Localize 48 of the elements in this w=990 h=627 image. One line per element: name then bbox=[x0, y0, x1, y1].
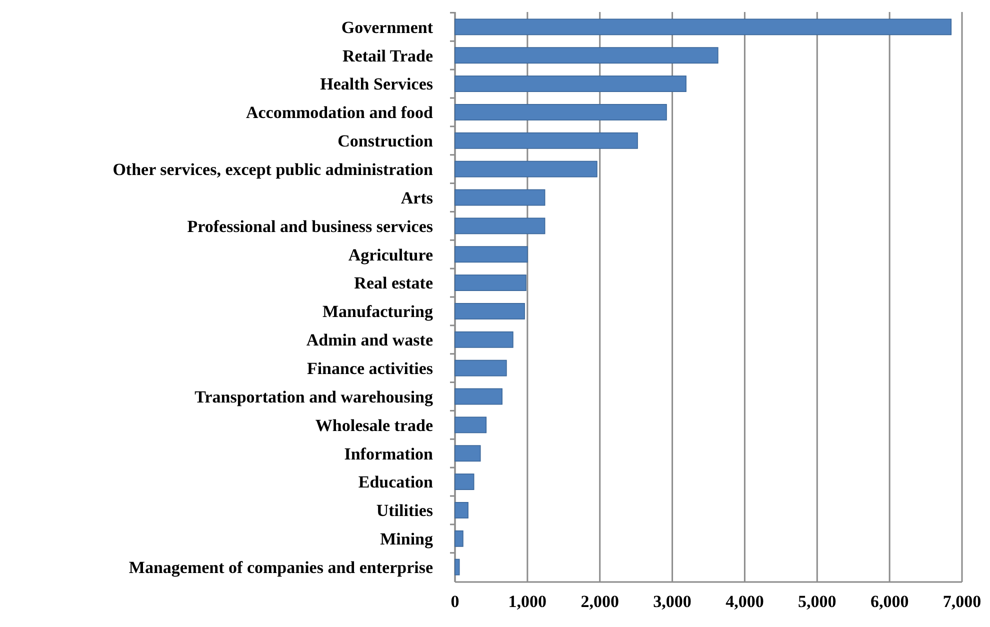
x-tick-label: 2,000 bbox=[580, 592, 619, 611]
bar bbox=[454, 246, 528, 263]
bar bbox=[454, 218, 546, 234]
x-tick-label: 1,000 bbox=[508, 592, 547, 611]
bar bbox=[454, 302, 525, 320]
bar bbox=[454, 416, 487, 434]
y-tick-label: Retail Trade bbox=[342, 46, 434, 66]
bar bbox=[454, 360, 507, 376]
x-tick-label: 0 bbox=[450, 592, 460, 611]
bar bbox=[454, 558, 460, 576]
y-tick-label: Management of companies and enterprise bbox=[128, 558, 434, 578]
y-tick-label: Professional and business services bbox=[187, 216, 434, 236]
x-tick-label: 6,000 bbox=[870, 592, 909, 611]
y-tick-label: Arts bbox=[400, 188, 434, 208]
bar bbox=[454, 445, 481, 462]
x-tick-label: 3,000 bbox=[653, 592, 692, 611]
bar bbox=[454, 104, 667, 120]
bar bbox=[454, 388, 502, 405]
bar bbox=[454, 502, 468, 518]
y-tick-label: Manufacturing bbox=[322, 302, 434, 322]
x-tick-label: 4,000 bbox=[726, 592, 764, 611]
bar bbox=[454, 274, 526, 292]
y-tick-label: Education bbox=[358, 472, 434, 492]
bar bbox=[454, 474, 474, 490]
y-tick-label: Wholesale trade bbox=[315, 416, 434, 435]
y-tick-label: Finance activities bbox=[306, 359, 434, 378]
y-tick-label: Construction bbox=[338, 132, 434, 151]
x-tick-label: 7,000 bbox=[942, 592, 982, 611]
y-tick-label: Government bbox=[341, 18, 434, 37]
y-tick-label: Accommodation and food bbox=[246, 103, 434, 122]
bar bbox=[454, 331, 514, 348]
y-tick-label: Utilities bbox=[376, 501, 434, 520]
bar bbox=[454, 132, 638, 149]
x-tick-label: 5,000 bbox=[798, 592, 836, 611]
y-tick-label: Admin and waste bbox=[306, 330, 434, 350]
bar bbox=[454, 18, 952, 36]
bar bbox=[454, 189, 546, 206]
bar bbox=[454, 47, 718, 64]
y-tick-label: Agriculture bbox=[348, 245, 434, 264]
bar bbox=[454, 160, 598, 178]
y-tick-label: Information bbox=[344, 444, 434, 464]
bar bbox=[454, 76, 686, 92]
y-tick-label: Health Services bbox=[320, 74, 434, 94]
y-tick-label: Mining bbox=[380, 530, 434, 549]
y-tick-label: Other services, except public administration bbox=[112, 160, 434, 180]
bar bbox=[454, 530, 464, 547]
y-tick-label: Transportation and warehousing bbox=[194, 387, 434, 406]
y-tick-label: Real estate bbox=[354, 274, 434, 293]
